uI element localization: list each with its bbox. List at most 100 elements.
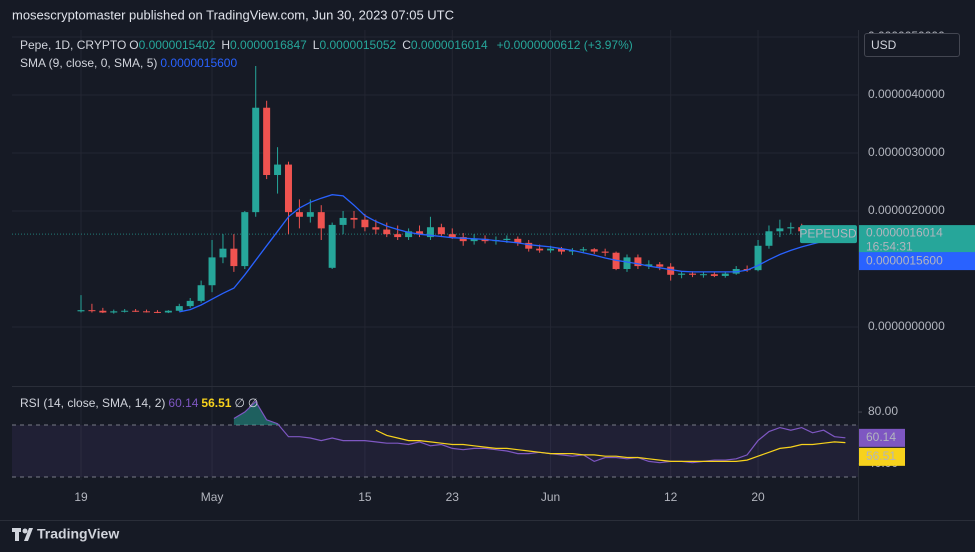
candle-body	[197, 285, 205, 301]
candle-body	[547, 248, 555, 251]
x-tick-label: Jun	[541, 490, 560, 504]
y-tick-label: 0.0000040000	[868, 87, 945, 101]
candle-body	[525, 242, 533, 249]
candle-body	[416, 231, 424, 235]
rsi-line	[375, 429, 846, 462]
candle-body	[536, 248, 544, 251]
rsi-extra: ∅	[247, 396, 259, 410]
candle-body	[459, 237, 467, 242]
rsi-title: RSI (14, close, SMA, 14, 2)	[20, 396, 166, 410]
y-tick-label: 0.0000030000	[868, 145, 945, 159]
x-tick-label: 20	[751, 490, 765, 504]
rsi-tag-text: 56.51	[866, 449, 896, 463]
currency-button[interactable]: USD	[864, 33, 960, 57]
candle-body	[361, 219, 369, 228]
ohlc-value: 0.0000015052	[319, 38, 397, 52]
symbol-tag	[800, 225, 857, 244]
candle-body	[164, 310, 172, 313]
candle-body	[350, 217, 358, 220]
symbol-title: Pepe, 1D, CRYPTO	[20, 38, 127, 52]
candle-body	[241, 212, 249, 267]
candle-body	[437, 227, 445, 235]
y-tick-label: 0.0000020000	[868, 203, 945, 217]
rsi-overbought-fill	[233, 401, 279, 426]
candle-body	[503, 238, 511, 240]
ohlc-key: C	[402, 38, 411, 52]
rsi-band	[12, 425, 858, 478]
candle-body	[88, 310, 96, 312]
ohlc-value: 0.0000016014	[410, 38, 488, 52]
candle-body	[110, 311, 118, 313]
candle-body	[372, 227, 380, 230]
candle-body	[339, 217, 347, 225]
legend-rsi: RSI (14, close, SMA, 14, 2) 60.14 56.51 ∅ ∅	[20, 396, 261, 410]
candle-body	[623, 257, 631, 269]
footer-brand: TradingView	[37, 526, 119, 542]
ohlc-key: O	[129, 38, 139, 52]
candle-body	[645, 264, 653, 267]
y-tick-label: 0.0000000000	[868, 319, 945, 333]
candle-body	[470, 238, 478, 242]
symbol-tag-text: PEPEUSD	[799, 226, 857, 240]
candle-body	[328, 224, 336, 268]
candle-body	[143, 311, 151, 313]
rsi-sma-value: 56.51	[201, 396, 232, 410]
rsi-tag	[859, 428, 905, 447]
candle-body	[699, 274, 707, 276]
ohlc-key: H	[221, 38, 231, 52]
sma-line	[179, 194, 846, 313]
candle-body	[317, 212, 325, 229]
ohlc-key: L	[312, 38, 320, 52]
candle-body	[667, 266, 675, 275]
candle-body	[252, 107, 260, 213]
countdown: 16:54:31	[866, 239, 913, 253]
candle-body	[208, 257, 216, 286]
candle-body	[601, 251, 609, 253]
candle-body	[186, 300, 194, 307]
candle-body	[656, 264, 664, 267]
rsi-extra: ∅	[234, 396, 245, 410]
x-tick-label: 23	[446, 490, 460, 504]
rsi-tag	[859, 447, 905, 466]
sma-title: SMA (9, close, 0, SMA, 5)	[20, 56, 158, 70]
candle-body	[426, 227, 434, 238]
candle-body	[132, 310, 140, 312]
candle-body	[295, 212, 303, 217]
x-tick-label: 12	[664, 490, 678, 504]
candle-body	[710, 274, 718, 276]
legend-sma: SMA (9, close, 0, SMA, 5) 0.0000015600	[20, 56, 240, 70]
rsi-tick-label: 80.00	[868, 404, 898, 418]
candle-body	[263, 107, 271, 176]
candle-body	[284, 164, 292, 213]
rsi-value: 60.14	[168, 396, 199, 410]
logo	[12, 528, 33, 541]
candle-body	[405, 231, 413, 238]
candle-body	[557, 248, 565, 252]
candle-body	[274, 164, 282, 176]
candle-body	[634, 257, 642, 267]
candle-body	[776, 228, 784, 232]
candle-body	[306, 212, 314, 217]
change: +0.0000000612 (+3.97%)	[496, 38, 633, 52]
ohlc-value: 0.0000016847	[230, 38, 307, 52]
sma-tag	[859, 252, 975, 271]
candle-body	[689, 273, 697, 275]
candle-body	[514, 238, 522, 243]
last-price-tag	[859, 225, 975, 256]
candle-body	[77, 310, 85, 312]
x-tick-label: May	[201, 490, 224, 504]
publisher: mosescryptomaster published on TradingVi…	[12, 7, 454, 22]
candle-body	[579, 249, 587, 251]
x-tick-label: 15	[358, 490, 372, 504]
candle-body	[219, 248, 227, 258]
ohlc: O0.0000015402 H0.0000016847 L0.0000015052 C…	[129, 38, 493, 52]
candle-body	[448, 234, 456, 238]
candle-body	[394, 234, 402, 238]
candle-body	[153, 311, 161, 313]
candle-body	[175, 306, 183, 311]
candle-body	[121, 310, 129, 312]
ohlc-value: 0.0000015402	[138, 38, 216, 52]
candle-body	[590, 249, 598, 252]
